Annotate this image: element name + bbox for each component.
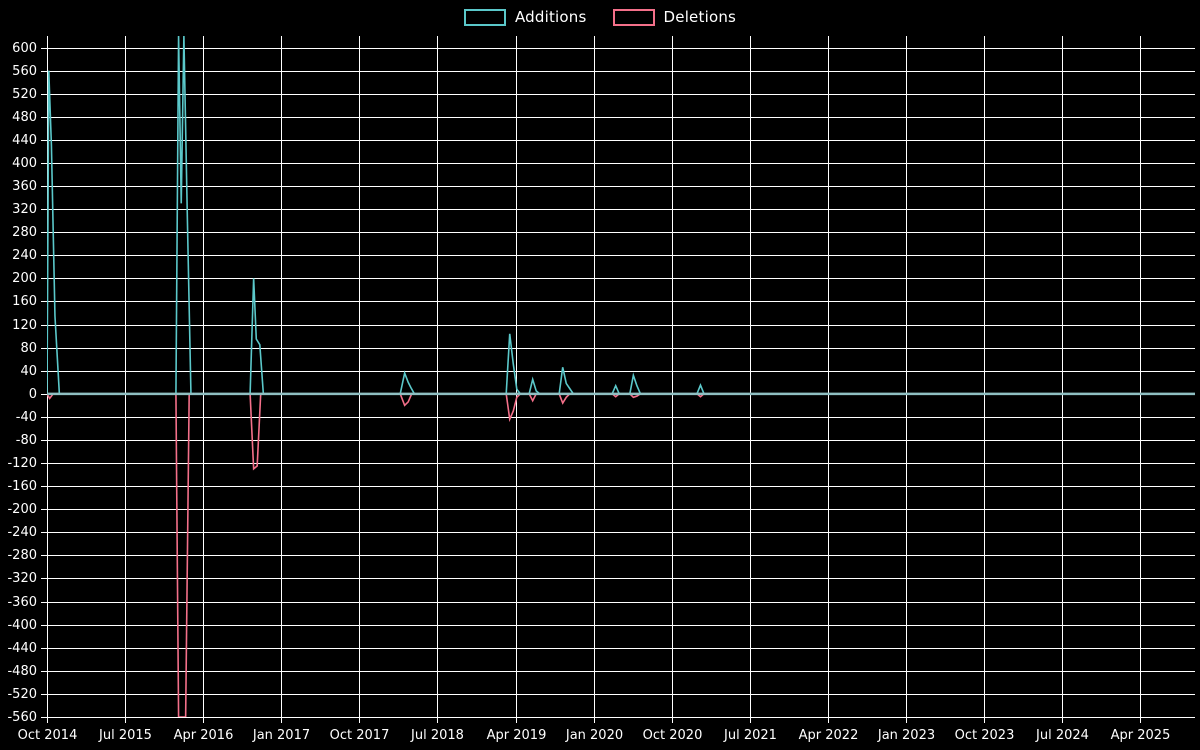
series-line-deletions xyxy=(47,393,1195,717)
x-tick-label: Jan 2020 xyxy=(565,728,623,743)
y-tick-label: 360 xyxy=(12,179,37,194)
y-tick-label: 40 xyxy=(20,364,37,379)
x-tick-label: Jul 2015 xyxy=(98,728,152,743)
legend-swatch-deletions-icon xyxy=(612,8,655,26)
y-tick-label: 440 xyxy=(12,133,37,148)
y-tick-label: -560 xyxy=(7,710,37,725)
y-tick-label: -520 xyxy=(7,687,37,702)
x-tick-label: Apr 2025 xyxy=(1111,728,1171,743)
x-tick-label: Jul 2024 xyxy=(1035,728,1089,743)
y-tick-label: 480 xyxy=(12,110,37,125)
y-tick-label: -240 xyxy=(7,525,37,540)
x-tick-label: Apr 2016 xyxy=(174,728,234,743)
x-tick-label: Apr 2022 xyxy=(799,728,859,743)
legend-swatch-additions-icon xyxy=(463,8,506,26)
y-tick-label: 520 xyxy=(12,87,37,102)
y-tick-label: 600 xyxy=(12,41,37,56)
y-tick-label: 400 xyxy=(12,156,37,171)
y-tick-label: -40 xyxy=(16,410,37,425)
x-tick-label: Jul 2018 xyxy=(410,728,464,743)
y-tick-label: -400 xyxy=(7,618,37,633)
x-tick-label: Oct 2020 xyxy=(643,728,703,743)
y-tick-label: -360 xyxy=(7,595,37,610)
y-tick-label: -440 xyxy=(7,641,37,656)
legend-item-additions[interactable]: Additions xyxy=(463,8,587,26)
y-tick-label: -480 xyxy=(7,664,37,679)
legend-label-deletions: Deletions xyxy=(663,8,737,26)
series-line-additions xyxy=(47,36,1195,395)
legend-label-additions: Additions xyxy=(514,8,587,26)
legend-item-deletions[interactable]: Deletions xyxy=(612,8,737,26)
x-tick-label: Oct 2014 xyxy=(18,728,78,743)
x-tick-label: Apr 2019 xyxy=(487,728,547,743)
x-tick-label: Jul 2021 xyxy=(723,728,777,743)
x-tick-label: Jan 2017 xyxy=(252,728,310,743)
y-tick-label: -200 xyxy=(7,502,37,517)
y-axis-ticks: 6005605204804404003603202802402001601208… xyxy=(7,41,47,725)
y-tick-label: 200 xyxy=(12,271,37,286)
y-tick-label: -280 xyxy=(7,548,37,563)
y-tick-label: 280 xyxy=(12,225,37,240)
y-tick-label: 120 xyxy=(12,318,37,333)
y-tick-label: 560 xyxy=(12,64,37,79)
y-tick-label: 320 xyxy=(12,202,37,217)
x-tick-label: Jan 2023 xyxy=(877,728,935,743)
y-tick-label: 160 xyxy=(12,294,37,309)
chart-legend: Additions Deletions xyxy=(0,0,1200,34)
x-tick-label: Oct 2017 xyxy=(330,728,390,743)
data-series xyxy=(47,36,1195,717)
y-tick-label: -120 xyxy=(7,456,37,471)
y-tick-label: 240 xyxy=(12,248,37,263)
y-tick-label: 80 xyxy=(20,341,37,356)
y-tick-label: -80 xyxy=(16,433,37,448)
y-tick-label: -160 xyxy=(7,479,37,494)
y-tick-label: -320 xyxy=(7,571,37,586)
y-tick-label: 0 xyxy=(29,387,37,402)
x-tick-label: Oct 2023 xyxy=(955,728,1015,743)
x-axis-ticks: Oct 2014 Jul 2015 Apr 2016 Jan 2017 Oct 2017… xyxy=(18,717,1171,743)
gridlines xyxy=(47,36,1195,718)
